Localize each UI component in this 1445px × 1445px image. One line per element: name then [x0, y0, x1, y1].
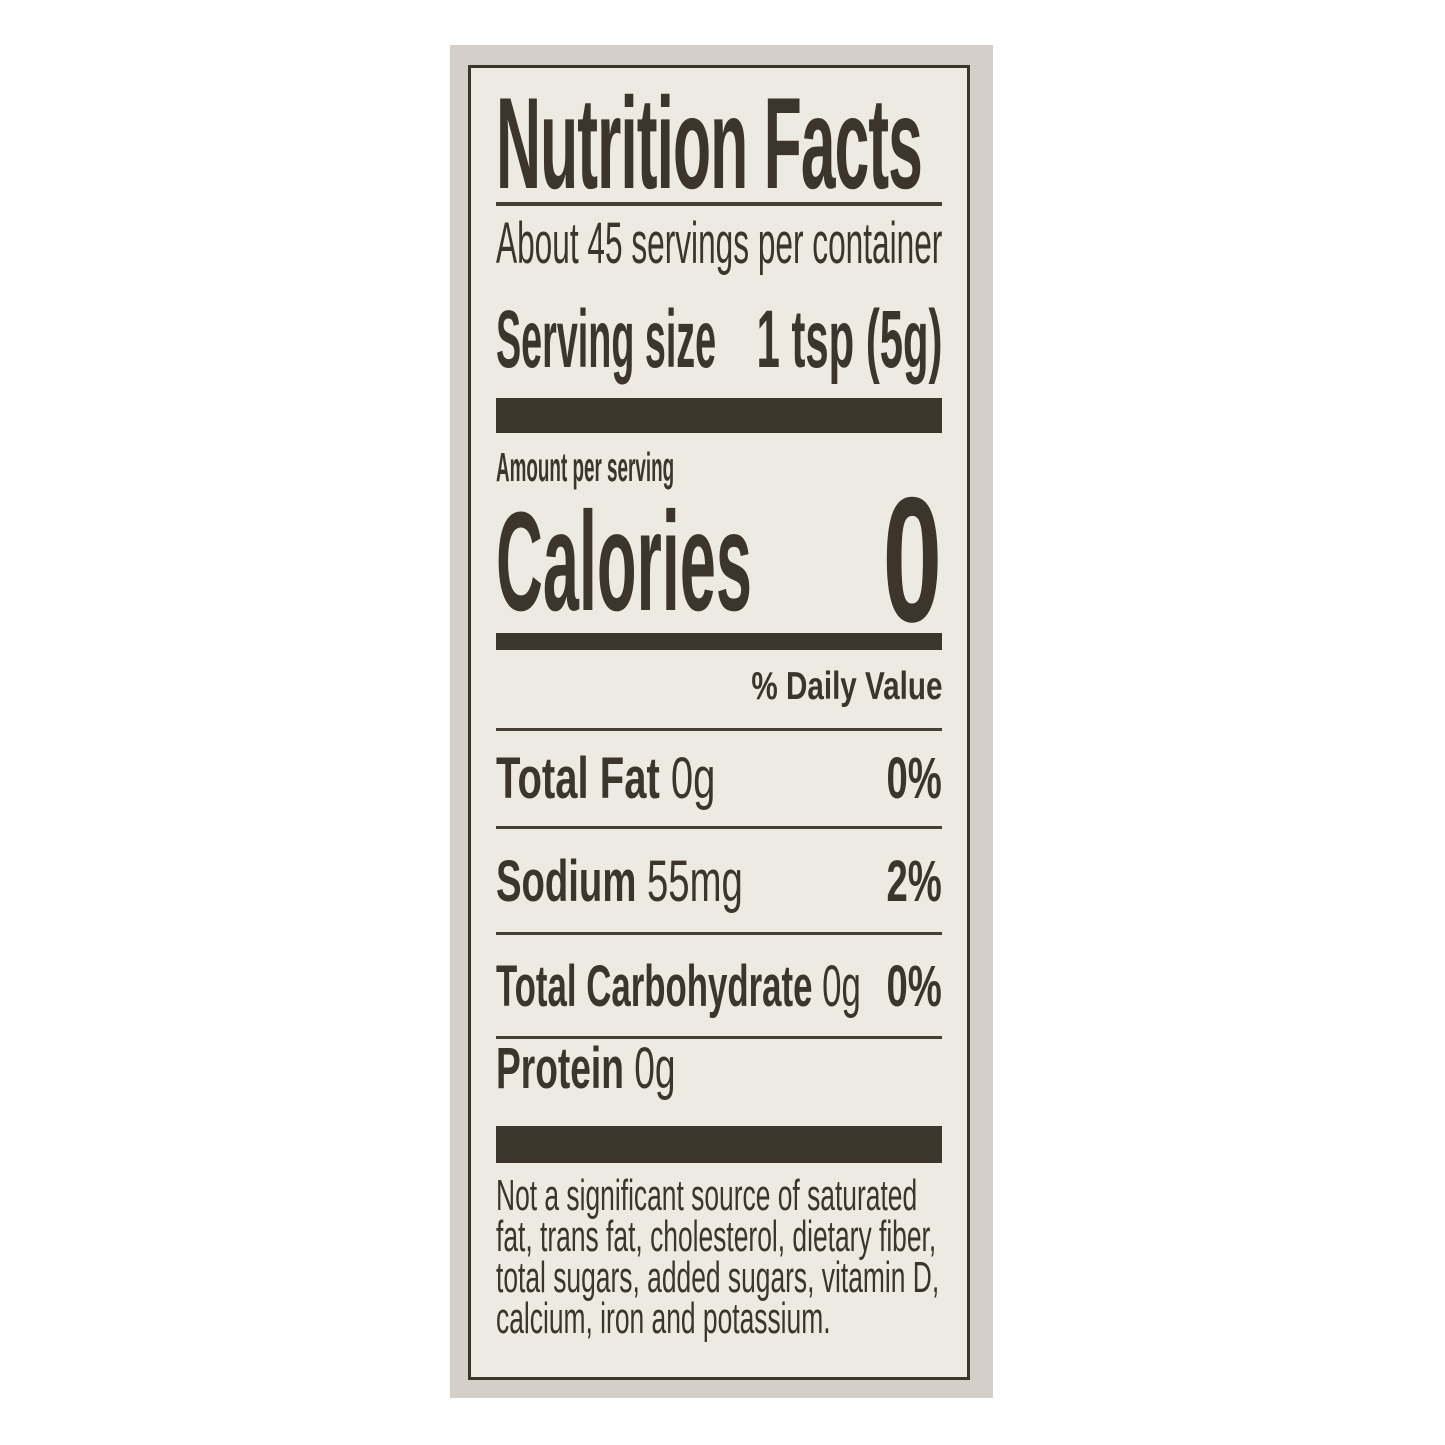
daily-value-header-text: % Daily Value — [750, 665, 942, 708]
nutrient-row-protein: Protein 0g — [496, 1040, 942, 1098]
nutrient-name: Protein — [496, 1036, 624, 1101]
nutrient-row-sodium: Sodium 55mg 2% — [496, 853, 942, 911]
serving-size-label: Serving size — [496, 294, 717, 385]
medium-separator-bar — [496, 633, 942, 650]
separator-rule — [496, 932, 942, 935]
servings-per-container-text: About 45 servings per container — [496, 211, 943, 276]
nutrient-daily-value: 0% — [886, 746, 942, 811]
separator-rule — [496, 728, 942, 731]
nutrient-name: Total Carbohydrate — [496, 954, 813, 1019]
footnote-line: calcium, iron and potassium. — [496, 1294, 831, 1343]
footnote-line: fat, trans fat, cholesterol, dietary fib… — [496, 1212, 937, 1261]
title-rule — [496, 202, 942, 206]
separator-rule — [496, 826, 942, 829]
thick-separator-bar-top — [496, 398, 942, 433]
amount-per-serving-text: Amount per serving — [496, 444, 675, 490]
nutrient-row-total-fat: Total Fat 0g 0% — [496, 750, 942, 808]
nutrition-facts-label: Nutrition Facts About 45 servings per co… — [468, 65, 970, 1380]
calories-row: Calories — [496, 491, 942, 632]
nutrient-daily-value: 2% — [886, 849, 942, 914]
nutrient-name: Total Fat — [496, 746, 660, 811]
label-card: Nutrition Facts About 45 servings per co… — [450, 45, 993, 1398]
nutrient-amount: 0g — [822, 954, 861, 1019]
nutrient-amount: 0g — [670, 746, 716, 811]
footnote-line: total sugars, added sugars, vitamin D, — [496, 1253, 940, 1302]
amount-per-serving: Amount per serving — [496, 447, 942, 488]
servings-per-container: About 45 servings per container — [496, 215, 942, 273]
daily-value-header: % Daily Value — [496, 667, 942, 706]
nutrient-amount: 0g — [634, 1036, 676, 1101]
nutrient-name: Sodium — [496, 849, 637, 914]
label-title: Nutrition Facts — [496, 78, 942, 208]
serving-size-row: Serving size 1 tsp (5g) — [496, 299, 942, 381]
footnote-line: Not a significant source of saturated — [496, 1171, 918, 1220]
calories-value-row: 0 — [496, 471, 942, 649]
separator-rule — [496, 1036, 942, 1039]
nutrient-row-total-carbohydrate: Total Carbohydrate 0g 0% — [496, 958, 942, 1016]
calories-value: 0 — [882, 460, 942, 659]
label-title-text: Nutrition Facts — [496, 70, 923, 216]
nutrient-daily-value: 0% — [886, 954, 942, 1019]
serving-size-value: 1 tsp (5g) — [756, 294, 942, 385]
calories-label: Calories — [496, 482, 752, 640]
thick-separator-bar-bottom — [496, 1126, 942, 1163]
footnote: Not a significant source of saturated fa… — [496, 1171, 942, 1343]
nutrient-amount: 55mg — [647, 849, 743, 914]
